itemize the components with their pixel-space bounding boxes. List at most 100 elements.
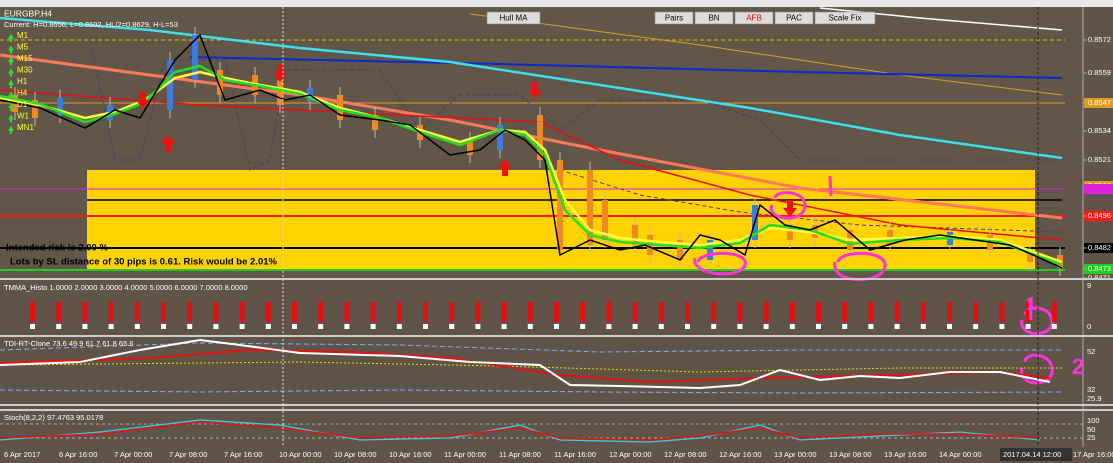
price-box bbox=[1084, 264, 1113, 274]
histo-bar bbox=[947, 302, 952, 322]
histo-dot bbox=[318, 324, 324, 329]
time-label: 12 Apr 00:00 bbox=[609, 450, 652, 459]
histo-bar bbox=[108, 302, 114, 322]
fast-ma bbox=[0, 64, 1063, 267]
signal-arrows bbox=[136, 65, 797, 217]
histo-bar bbox=[475, 302, 481, 322]
histo-dot bbox=[711, 324, 717, 329]
candle-body bbox=[372, 115, 378, 130]
histo-dot bbox=[1051, 324, 1057, 329]
button-label: AFB bbox=[746, 14, 762, 23]
tdi-signal bbox=[0, 348, 1051, 384]
candle-body bbox=[167, 60, 173, 110]
histo-bar bbox=[999, 302, 1005, 322]
histo-bar bbox=[554, 302, 559, 322]
timeframe: MN1 bbox=[17, 123, 34, 132]
button[interactable] bbox=[774, 11, 814, 25]
histo-dot bbox=[580, 324, 586, 329]
histo-dot bbox=[606, 324, 612, 329]
candle-body bbox=[1027, 250, 1033, 262]
price-box bbox=[1084, 243, 1113, 253]
time-label: 6 Apr 16:00 bbox=[59, 450, 97, 459]
tdi-rsi bbox=[0, 338, 1051, 390]
tdi-mid bbox=[0, 361, 1062, 373]
histo-bar bbox=[868, 302, 874, 322]
time-label: 7 Apr 00:00 bbox=[114, 450, 152, 459]
tf-arrow bbox=[8, 57, 14, 65]
price-box bbox=[1084, 184, 1113, 194]
histo-dot bbox=[396, 324, 402, 329]
button[interactable] bbox=[814, 11, 876, 25]
histo-bar bbox=[239, 302, 245, 322]
time-label: 7 Apr 08:00 bbox=[169, 450, 207, 459]
histo-dot bbox=[789, 324, 795, 329]
tdi-title: TDI-RT-Clone 73.6 49.9 61.7 61.8 65.6 bbox=[4, 339, 134, 348]
histo-dot bbox=[554, 324, 559, 329]
histo-dot bbox=[161, 324, 166, 329]
button[interactable] bbox=[734, 11, 774, 25]
price-line bbox=[0, 33, 1063, 269]
histo-bar bbox=[842, 302, 848, 322]
histo-dot bbox=[816, 324, 821, 329]
risk-intended: Intended risk is 2.00 % bbox=[6, 243, 108, 254]
histo-dot bbox=[501, 324, 507, 329]
time-label: 11 Apr 08:00 bbox=[499, 450, 541, 459]
histo-bar bbox=[134, 302, 140, 322]
time-label: 13 Apr 16:00 bbox=[884, 450, 927, 459]
candle-body bbox=[467, 140, 473, 155]
histo-dot bbox=[134, 324, 140, 329]
histo-dot bbox=[632, 324, 638, 329]
timeframe: W1 bbox=[17, 112, 30, 121]
button-label: PAC bbox=[786, 14, 802, 23]
histo-dot bbox=[449, 324, 455, 329]
button[interactable] bbox=[694, 11, 734, 25]
button[interactable] bbox=[486, 11, 541, 25]
time-label: 10 Apr 00:00 bbox=[279, 450, 322, 459]
histo-dot bbox=[527, 324, 533, 329]
time-label: 14 Apr 00:00 bbox=[939, 450, 982, 459]
histo-dot bbox=[187, 324, 193, 329]
button-label: Hull MA bbox=[499, 14, 528, 23]
histo-bar bbox=[580, 302, 586, 322]
time-highlight bbox=[1000, 448, 1072, 461]
tdi-band bbox=[0, 342, 1062, 353]
candle-body bbox=[707, 240, 713, 260]
ma-line bbox=[469, 13, 1063, 96]
histo-dot bbox=[265, 324, 271, 329]
histo-bar bbox=[816, 302, 821, 322]
stoch-title: Stoch(8,2,2) 97.4763 95.0178 bbox=[4, 413, 103, 422]
price-label: 0.8547 bbox=[1088, 98, 1111, 107]
candle-body bbox=[677, 240, 683, 260]
candle-body bbox=[217, 70, 223, 95]
time-label: 7 Apr 16:00 bbox=[224, 450, 262, 459]
button[interactable] bbox=[654, 11, 694, 25]
price-box bbox=[1084, 211, 1113, 221]
histo-dot bbox=[239, 324, 245, 329]
histo-bar bbox=[213, 302, 219, 322]
histo-dot bbox=[658, 324, 664, 329]
time-axis bbox=[0, 447, 1113, 463]
ma-line bbox=[0, 53, 1063, 220]
histo-axis: 0 bbox=[1087, 322, 1091, 331]
histo-dot bbox=[370, 324, 376, 329]
ma-line bbox=[0, 16, 1063, 160]
histo-dot bbox=[947, 324, 952, 329]
ma-line bbox=[0, 89, 1063, 241]
price-label: 0.8572 bbox=[1088, 35, 1111, 44]
stoch-main bbox=[0, 419, 1041, 443]
histo-dot bbox=[868, 324, 874, 329]
time-label: 17 Apr 16:00 bbox=[1073, 450, 1113, 459]
histo-dot bbox=[1025, 324, 1031, 329]
histo-dot bbox=[30, 324, 35, 329]
time-label: 2017.04.14 12:00 bbox=[1003, 450, 1061, 459]
histo-bar bbox=[737, 302, 743, 322]
time-label: 13 Apr 08:00 bbox=[829, 450, 872, 459]
histo-dot bbox=[763, 324, 769, 329]
histo-dot bbox=[685, 324, 690, 329]
candle-body bbox=[192, 35, 198, 80]
histo-dot bbox=[999, 324, 1005, 329]
histo-dot bbox=[920, 324, 926, 329]
stoch-signal bbox=[0, 421, 1041, 441]
price-label: 0.8473 bbox=[1088, 264, 1111, 273]
tf-arrow bbox=[8, 103, 14, 111]
